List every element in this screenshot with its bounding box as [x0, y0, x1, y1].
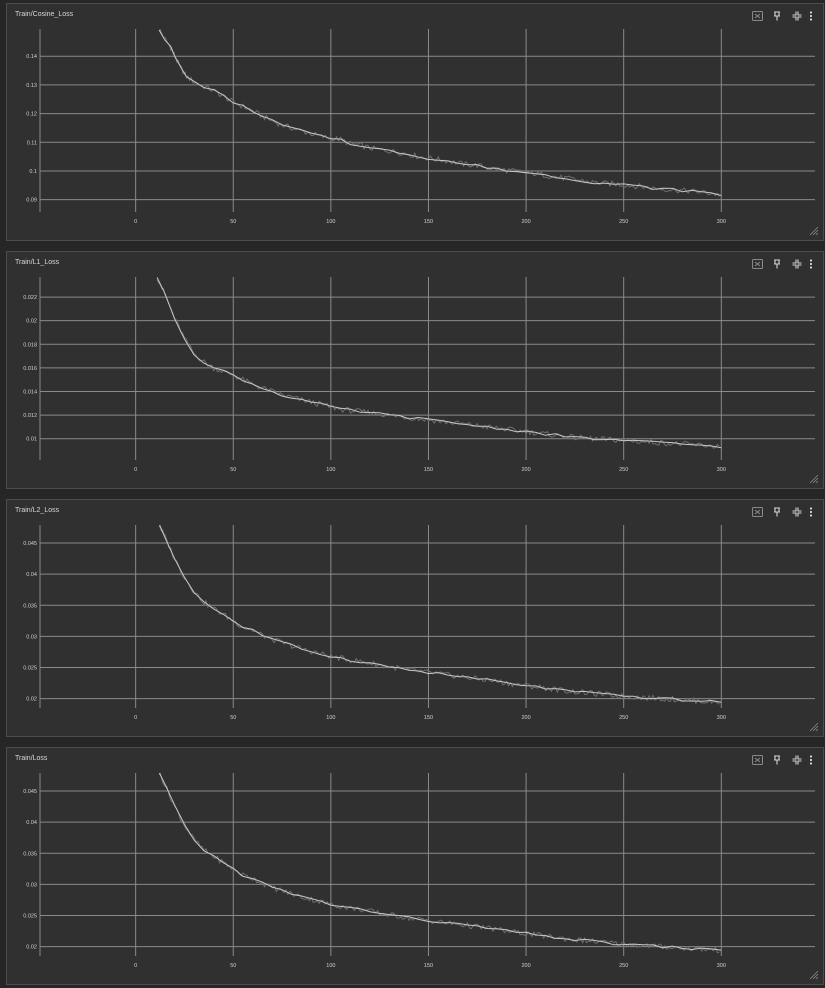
y-tick-label: 0.12 — [26, 112, 37, 118]
x-tick-label: 0 — [134, 715, 137, 721]
x-tick-label: 250 — [619, 715, 628, 721]
fit-domain-icon[interactable] — [751, 754, 763, 766]
y-tick-label: 0.035 — [23, 603, 37, 609]
series-line[interactable] — [158, 29, 722, 196]
y-tick-label: 0.14 — [26, 54, 37, 60]
x-tick-label: 200 — [521, 963, 530, 969]
y-tick-label: 0.025 — [23, 666, 37, 672]
pin-icon[interactable] — [771, 754, 783, 766]
y-tick-label: 0.045 — [23, 541, 37, 547]
y-tick-label: 0.02 — [26, 697, 37, 703]
pin-icon[interactable] — [771, 506, 783, 518]
y-tick-label: 0.01 — [26, 437, 37, 443]
x-tick-label: 50 — [230, 219, 236, 225]
chart-card: Train/L1_Loss 0 50 100 150 200 250 300 0.01 0.01… — [6, 251, 824, 489]
line-chart[interactable]: 0 50 100 150 200 250 300 0.02 0.025 0.03 0.035 0.04… — [7, 748, 823, 984]
x-tick-label: 50 — [230, 963, 236, 969]
y-tick-label: 0.04 — [26, 572, 37, 578]
x-tick-label: 100 — [326, 963, 335, 969]
y-tick-label: 0.03 — [26, 634, 37, 640]
fullscreen-icon[interactable] — [791, 754, 803, 766]
x-tick-label: 200 — [521, 467, 530, 473]
line-chart[interactable]: 0 50 100 150 200 250 300 0.09 0.1 0.11 0.12 0.13 0.1… — [7, 4, 823, 240]
y-tick-label: 0.035 — [23, 851, 37, 857]
y-tick-label: 0.012 — [23, 413, 37, 419]
line-chart[interactable]: 0 50 100 150 200 250 300 0.02 0.025 0.03 0.035 0.04… — [7, 500, 823, 736]
y-tick-label: 0.04 — [26, 820, 37, 826]
x-tick-label: 0 — [134, 963, 137, 969]
fullscreen-icon[interactable] — [791, 258, 803, 270]
x-tick-label: 300 — [717, 219, 726, 225]
raw-series-line — [158, 773, 720, 954]
x-tick-label: 100 — [326, 467, 335, 473]
y-tick-label: 0.09 — [26, 198, 37, 204]
more-vert-icon[interactable] — [805, 506, 817, 518]
x-tick-label: 100 — [326, 219, 335, 225]
fit-domain-icon[interactable] — [751, 10, 763, 22]
chart-card: Train/L2_Loss 0 50 100 150 200 250 300 0.02 0.02… — [6, 499, 824, 737]
x-tick-label: 250 — [619, 219, 628, 225]
y-tick-label: 0.02 — [26, 319, 37, 325]
x-tick-label: 50 — [230, 715, 236, 721]
x-tick-label: 300 — [717, 715, 726, 721]
chart-card: Train/Loss 0 50 100 150 200 250 300 0.02 0.025 0.… — [6, 747, 824, 985]
y-tick-label: 0.1 — [29, 169, 37, 175]
x-tick-label: 50 — [230, 467, 236, 473]
more-vert-icon[interactable] — [805, 10, 817, 22]
pin-icon[interactable] — [771, 258, 783, 270]
x-tick-label: 200 — [521, 715, 530, 721]
y-tick-label: 0.014 — [23, 390, 37, 396]
x-tick-label: 0 — [134, 219, 137, 225]
series-line[interactable] — [159, 524, 722, 703]
chart-card: Train/Cosine_Loss 0 50 100 150 200 250 300 0.09… — [6, 3, 824, 241]
x-tick-label: 150 — [424, 467, 433, 473]
resize-handle-icon[interactable] — [809, 970, 819, 980]
x-tick-label: 300 — [717, 467, 726, 473]
x-tick-label: 150 — [424, 963, 433, 969]
fullscreen-icon[interactable] — [791, 10, 803, 22]
fullscreen-icon[interactable] — [791, 506, 803, 518]
y-tick-label: 0.045 — [23, 789, 37, 795]
x-tick-label: 200 — [521, 219, 530, 225]
x-tick-label: 0 — [134, 467, 137, 473]
pin-icon[interactable] — [771, 10, 783, 22]
resize-handle-icon[interactable] — [809, 226, 819, 236]
resize-handle-icon[interactable] — [809, 722, 819, 732]
raw-series-line — [158, 525, 720, 705]
card-title: Train/L2_Loss — [15, 507, 60, 514]
fit-domain-icon[interactable] — [751, 506, 763, 518]
card-title: Train/Loss — [15, 755, 48, 762]
y-tick-label: 0.11 — [27, 140, 37, 146]
x-tick-label: 100 — [326, 715, 335, 721]
more-vert-icon[interactable] — [805, 258, 817, 270]
series-line[interactable] — [156, 277, 722, 449]
fit-domain-icon[interactable] — [751, 258, 763, 270]
line-chart[interactable]: 0 50 100 150 200 250 300 0.01 0.012 0.014 0.016 0.0… — [7, 252, 823, 488]
series-line[interactable] — [158, 772, 722, 951]
y-tick-label: 0.022 — [23, 295, 37, 301]
card-title: Train/Cosine_Loss — [15, 11, 74, 18]
y-tick-label: 0.025 — [23, 914, 37, 920]
resize-handle-icon[interactable] — [809, 474, 819, 484]
more-vert-icon[interactable] — [805, 754, 817, 766]
y-tick-label: 0.02 — [26, 945, 37, 951]
y-tick-label: 0.13 — [26, 83, 37, 89]
card-title: Train/L1_Loss — [15, 259, 60, 266]
y-tick-label: 0.03 — [26, 882, 37, 888]
y-tick-label: 0.018 — [23, 342, 37, 348]
x-tick-label: 150 — [424, 715, 433, 721]
x-tick-label: 250 — [619, 963, 628, 969]
x-tick-label: 300 — [717, 963, 726, 969]
raw-series-line — [156, 279, 720, 449]
x-tick-label: 250 — [619, 467, 628, 473]
x-tick-label: 150 — [424, 219, 433, 225]
y-tick-label: 0.016 — [23, 366, 37, 372]
